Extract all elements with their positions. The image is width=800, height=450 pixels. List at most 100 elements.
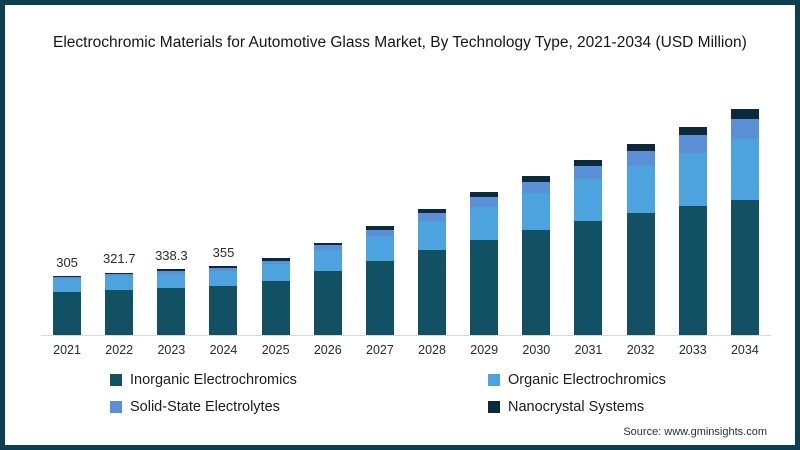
source-attribution: Source: www.gminsights.com [623, 426, 767, 438]
bar-segment-2032 [626, 143, 655, 151]
legend-swatch-icon [110, 374, 122, 386]
x-tick-label-2026: 2026 [313, 343, 342, 357]
legend-item: Solid-State Electrolytes [110, 399, 488, 415]
bar-segment-2034 [730, 118, 759, 140]
bar-column-2025 [250, 100, 302, 335]
bar-column-2029 [458, 100, 510, 335]
bar-column-2030 [510, 100, 562, 335]
bar-segment-2023 [157, 269, 186, 272]
bar-segment-2028 [418, 208, 447, 213]
bar-column-2028 [406, 100, 458, 335]
bar-stack-2021 [53, 275, 82, 335]
bar-stack-2034 [730, 108, 759, 335]
bar-segment-2033 [678, 152, 707, 206]
bar-segment-2032 [626, 165, 655, 213]
bar-segment-2034 [730, 108, 759, 119]
bar-column-2021: 305 [41, 100, 93, 335]
legend: Inorganic Electrochromics Organic Electro… [110, 372, 666, 415]
bar-segment-2027 [365, 229, 394, 236]
x-tick-label-2021: 2021 [53, 343, 81, 357]
bar-segment-2034 [730, 199, 759, 335]
legend-label: Nanocrystal Systems [508, 399, 645, 415]
bar-stack-2027 [365, 226, 394, 335]
bar-stack-2033 [678, 127, 707, 335]
bar-segment-2032 [626, 212, 655, 335]
bar-column-2034 [719, 100, 771, 335]
x-tick-label-2023: 2023 [157, 343, 186, 357]
x-tick-label-2025: 2025 [261, 343, 290, 357]
bar-segment-2026 [313, 271, 342, 335]
bar-segment-2030 [522, 181, 551, 193]
bar-segment-2024 [209, 266, 238, 268]
bar-value-label-2023: 338.3 [155, 248, 188, 264]
bar-segment-2022 [105, 272, 134, 275]
bar-stack-2029 [470, 192, 499, 335]
bar-stack-2031 [574, 160, 603, 335]
bar-segment-2027 [365, 226, 394, 230]
plot-area: 305 321.7 338.3 355 [41, 100, 771, 336]
bar-segment-2033 [678, 127, 707, 136]
bar-segment-2031 [574, 221, 603, 335]
x-tick-label-2029: 2029 [470, 343, 499, 357]
bar-column-2023: 338.3 [145, 100, 197, 335]
x-tick-label-2030: 2030 [522, 343, 551, 357]
bar-segment-2021 [53, 275, 82, 278]
legend-label: Organic Electrochromics [508, 372, 666, 388]
legend-item: Inorganic Electrochromics [110, 372, 488, 388]
legend-swatch-icon [488, 401, 500, 413]
bar-column-2022: 321.7 [93, 100, 145, 335]
bar-segment-2021 [53, 279, 82, 292]
bar-segment-2030 [522, 176, 551, 182]
bar-segment-2024 [209, 270, 238, 287]
bar-stack-2030 [522, 176, 551, 335]
legend-label: Solid-State Electrolytes [130, 399, 280, 415]
bar-segment-2026 [313, 250, 342, 272]
x-tick-label-2032: 2032 [626, 343, 655, 357]
x-tick-label-2031: 2031 [574, 343, 603, 357]
bar-segment-2033 [678, 205, 707, 335]
bar-segment-2032 [626, 150, 655, 166]
legend-swatch-icon [488, 374, 500, 386]
x-tick-label-2022: 2022 [105, 343, 134, 357]
chart-title: Electrochromic Materials for Automotive … [53, 34, 747, 51]
bar-segment-2029 [470, 192, 499, 198]
bar-segment-2024 [209, 286, 238, 335]
legend-swatch-icon [110, 401, 122, 413]
bar-segment-2031 [574, 178, 603, 222]
bar-segment-2026 [313, 242, 342, 246]
bar-column-2033 [667, 100, 719, 335]
bar-segment-2029 [470, 239, 499, 335]
x-axis-labels: 2021 2022 2023 2024 2025 2026 2027 2028 2029 2030… [41, 343, 771, 357]
bar-segment-2028 [418, 212, 447, 221]
legend-item: Organic Electrochromics [488, 372, 666, 388]
bar-segment-2025 [261, 281, 290, 335]
bar-column-2032 [615, 100, 667, 335]
bar-stack-2028 [418, 208, 447, 335]
bar-segment-2023 [157, 287, 186, 335]
bar-segment-2027 [365, 235, 394, 262]
bar-segment-2031 [574, 166, 603, 179]
bar-stack-2026 [313, 242, 342, 335]
bar-segment-2025 [261, 260, 290, 265]
bar-value-label-2021: 305 [56, 254, 78, 270]
bar-segment-2027 [365, 261, 394, 335]
bar-segment-2022 [105, 274, 134, 277]
bar-segment-2029 [470, 206, 499, 240]
bar-value-label-2022: 321.7 [102, 251, 136, 267]
bar-segment-2023 [157, 273, 186, 288]
x-tick-label-2033: 2033 [678, 343, 707, 357]
bar-stack-2022 [105, 272, 134, 335]
bar-column-2027 [354, 100, 406, 335]
bar-segment-2025 [261, 258, 290, 261]
bar-segment-2030 [522, 230, 551, 335]
bar-column-2031 [562, 100, 614, 335]
bar-segment-2023 [157, 271, 186, 274]
bar-column-2024: 355 [197, 100, 249, 335]
bar-stack-2024 [209, 266, 238, 335]
legend-item: Nanocrystal Systems [488, 399, 666, 415]
bar-stack-2025 [261, 258, 290, 335]
bar-segment-2022 [105, 276, 134, 290]
bar-column-2026 [302, 100, 354, 335]
bar-segment-2022 [105, 289, 134, 335]
legend-label: Inorganic Electrochromics [130, 372, 297, 388]
